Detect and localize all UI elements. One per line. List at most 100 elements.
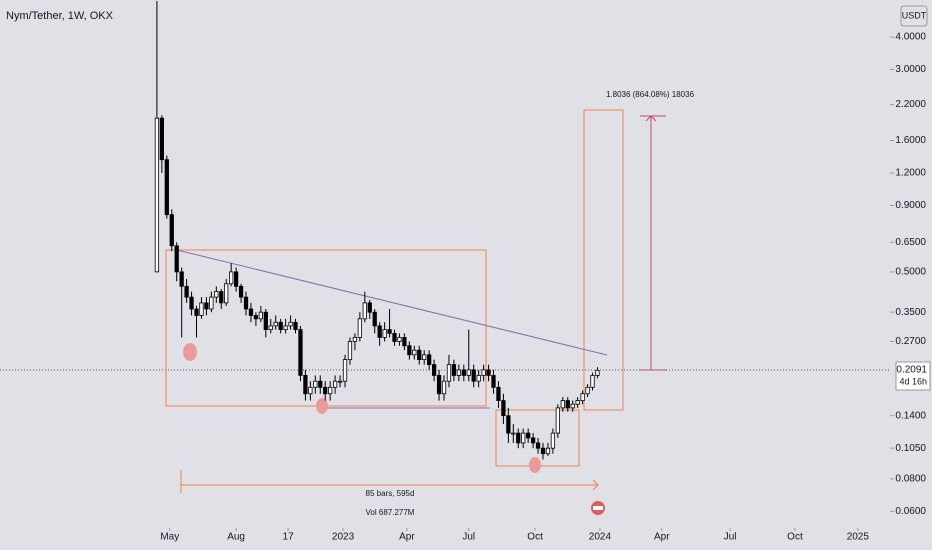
candle-body [446,364,452,382]
candle-body [431,364,437,376]
candle-body [347,341,353,361]
candle-body [204,302,209,310]
x-tick-label: May [160,532,179,543]
x-tick-label: Jul [724,532,737,543]
last-price-box [895,361,931,391]
date-range [180,470,599,493]
candle-body [570,403,575,409]
target-box [583,109,624,411]
candle-body [535,442,541,449]
candle-body [229,271,234,285]
currency-box [900,5,928,27]
candle-body [362,302,367,320]
candle-body [258,311,263,320]
measure-arrow [640,115,666,371]
x-tick-label: Jul [462,532,475,543]
candle-body [451,364,457,376]
y-tick-label: 0.6500 [895,237,926,248]
candle-body [422,354,427,361]
candle-body [154,117,160,273]
chart-title: Nym/Tether, 1W, OKX [6,10,114,22]
last-price-label: 0.2091 [896,365,927,376]
candle-body [214,291,219,298]
candle-body [436,374,442,395]
x-tick-label: Apr [399,532,415,543]
candle-body [427,354,432,366]
candle-body [164,159,169,216]
trend-line [176,249,608,356]
candle-body [417,349,422,361]
candle-body [377,325,382,338]
candle-body [407,345,412,356]
candle-body [308,386,313,395]
candle-body [342,359,348,382]
candle-body [268,325,273,330]
candle-body [209,296,214,310]
candle-body [233,271,239,287]
x-tick-label: 17 [283,532,295,543]
candle-body [372,311,377,327]
candle-body [555,407,560,434]
candle-body [387,329,392,334]
marker [529,457,541,473]
candle-body [511,432,516,435]
candle-body [357,318,362,338]
candle-body [194,308,199,316]
x-tick-label: Aug [227,532,245,543]
y-tick-label: 0.0800 [895,474,926,485]
candle-body [486,369,491,376]
candle-body [575,400,580,405]
event-icon [593,506,603,510]
y-tick-label: 0.3500 [895,307,926,318]
candle-body [496,386,501,402]
y-tick-label: 4.0000 [895,32,926,43]
candle-body [313,380,318,388]
candle-body [560,400,565,409]
candle-body [224,283,229,304]
candle-body [328,386,333,395]
y-tick-label: 0.0600 [895,506,926,517]
candle-body [540,447,546,455]
candle-body [288,321,293,327]
candle-body [367,302,372,313]
candle-body [466,369,471,376]
candle-body [545,447,551,455]
candle-body [293,321,298,330]
volume-label: Vol 687.277M [366,508,415,517]
candle-body [585,386,590,395]
candle-body [189,296,194,310]
marker [183,343,197,361]
candle-body [397,336,402,342]
candle-body [516,432,521,444]
candle-body [506,415,511,434]
y-tick-label: 0.2700 [895,336,926,347]
candle-body [382,329,387,338]
candle-body [456,369,461,376]
y-tick-label: 0.1400 [895,410,926,421]
y-tick-label: 0.5000 [895,267,926,278]
candle-body [595,369,600,376]
range-label: 85 bars, 595d [366,489,415,498]
candle-body [159,117,164,161]
y-tick-label: 3.0000 [895,64,926,75]
x-tick-label: Apr [654,532,670,543]
candle-body [243,296,249,310]
x-tick-label: 2024 [589,532,612,543]
candle-body [174,245,179,273]
candle-body [565,400,570,409]
candle-body [590,374,595,388]
candle-body [199,302,204,316]
candle-body [323,386,328,395]
candle-body [273,321,278,327]
candle-body [337,380,343,383]
x-tick-label: 2023 [332,532,355,543]
candle-body [219,291,224,304]
candle-body [526,432,531,439]
y-tick-label: 2.2000 [895,99,926,110]
candle-body [253,315,259,320]
candle-body [238,285,244,298]
candle-body [461,369,466,376]
